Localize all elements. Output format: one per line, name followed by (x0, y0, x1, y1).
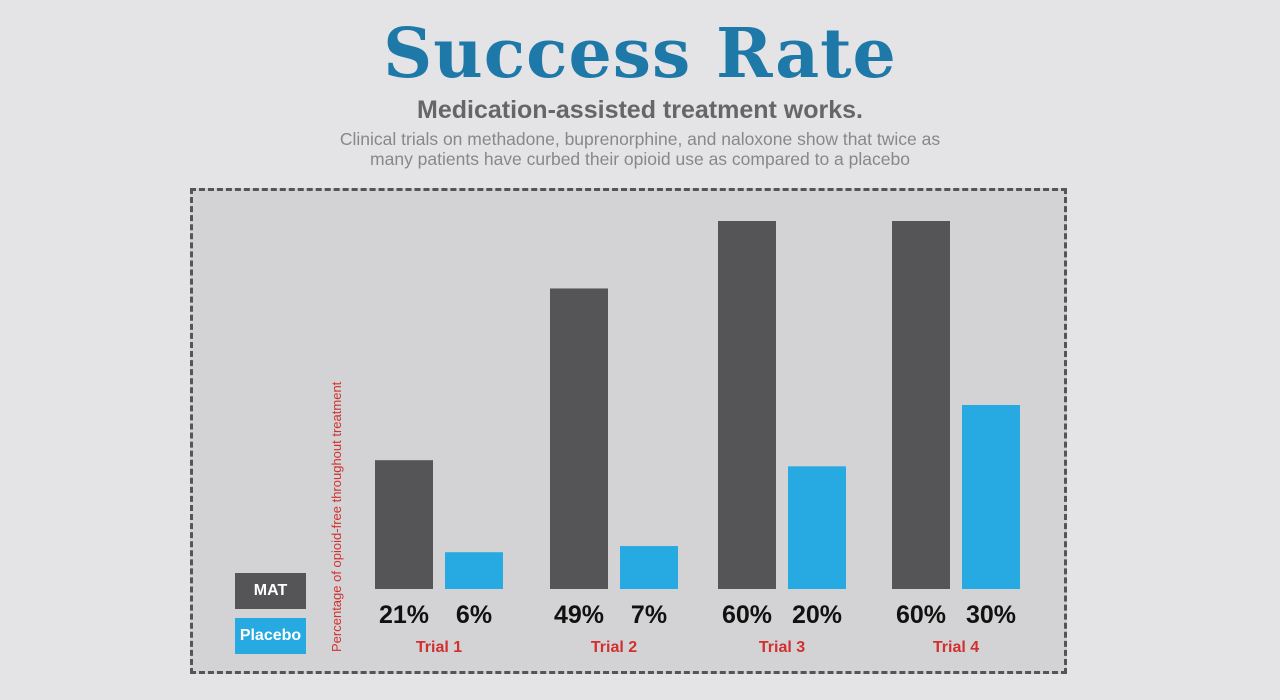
bar-mat-trial-4 (892, 221, 950, 589)
bar-placebo-trial-2 (620, 546, 678, 589)
bar-placebo-trial-3 (788, 466, 846, 589)
value-label-mat-trial-4: 60% (896, 601, 946, 629)
value-label-placebo-trial-2: 7% (631, 601, 667, 629)
legend-placebo: Placebo (235, 618, 306, 654)
description: Clinical trials on methadone, buprenorph… (0, 129, 1280, 169)
page-subtitle: Medication-assisted treatment works. (417, 96, 863, 124)
bar-placebo-trial-4 (962, 405, 1020, 589)
value-label-placebo-trial-3: 20% (792, 601, 842, 629)
bar-mat-trial-3 (718, 221, 776, 589)
value-label-mat-trial-2: 49% (554, 601, 604, 629)
bar-mat-trial-2 (550, 288, 608, 589)
description-line-2: many patients have curbed their opioid u… (370, 149, 910, 169)
page-title: Success Rate (383, 14, 897, 94)
y-axis-label: Percentage of opioid-free throughout tre… (329, 381, 344, 652)
category-label-trial-4: Trial 4 (933, 639, 979, 656)
value-label-placebo-trial-4: 30% (966, 601, 1016, 629)
category-label-trial-3: Trial 3 (759, 639, 805, 656)
value-label-mat-trial-3: 60% (722, 601, 772, 629)
category-label-trial-1: Trial 1 (416, 639, 462, 656)
bar-mat-trial-1 (375, 460, 433, 589)
value-label-placebo-trial-1: 6% (456, 601, 492, 629)
legend-mat: MAT (235, 573, 306, 609)
value-label-mat-trial-1: 21% (379, 601, 429, 629)
category-label-trial-2: Trial 2 (591, 639, 637, 656)
description-line-1: Clinical trials on methadone, buprenorph… (339, 129, 941, 149)
bar-placebo-trial-1 (445, 552, 503, 589)
